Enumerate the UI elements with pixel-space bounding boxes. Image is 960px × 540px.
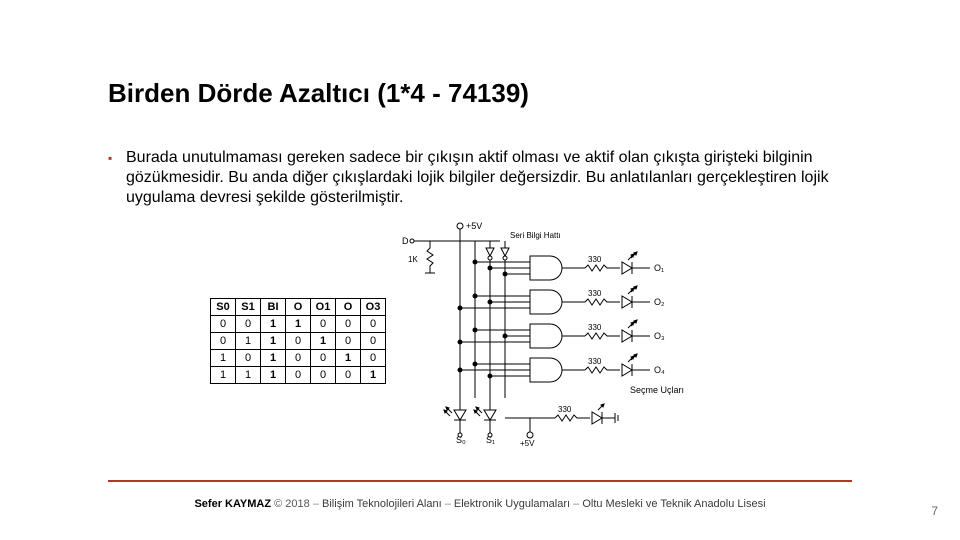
td: 0 bbox=[361, 333, 386, 350]
footer-sep: – bbox=[445, 498, 451, 510]
and-gate-icon: 330 O₄ bbox=[458, 354, 665, 382]
td: 0 bbox=[336, 333, 361, 350]
th: O bbox=[336, 299, 361, 316]
and-gate-icon: 330 O₂ bbox=[458, 286, 665, 314]
svg-text:330: 330 bbox=[588, 323, 602, 332]
footer-part: Oltu Mesleki ve Teknik Anadolu Lisesi bbox=[582, 498, 765, 510]
td: 0 bbox=[286, 367, 311, 384]
data-line-label: Seri Bilgi Hattı bbox=[510, 231, 561, 240]
r-in-label: 1K bbox=[408, 255, 418, 264]
page-title: Birden Dörde Azaltıcı (1*4 - 74139) bbox=[108, 78, 529, 109]
svg-text:O₁: O₁ bbox=[654, 263, 664, 273]
inverter-icon bbox=[486, 248, 494, 260]
td: 0 bbox=[311, 316, 336, 333]
td: 1 bbox=[311, 333, 336, 350]
td: 1 bbox=[261, 367, 286, 384]
td: 1 bbox=[261, 350, 286, 367]
footer-year: © 2018 bbox=[274, 498, 310, 510]
td: 0 bbox=[211, 316, 236, 333]
inverter-icon bbox=[501, 248, 509, 260]
and-gate-icon: 330 O₃ bbox=[458, 320, 665, 348]
led-icon bbox=[444, 407, 466, 420]
svg-text:+5V: +5V bbox=[520, 439, 535, 448]
svg-text:330: 330 bbox=[588, 289, 602, 298]
bullet-marker: ▪ bbox=[108, 148, 126, 208]
svg-text:O₂: O₂ bbox=[654, 297, 665, 307]
th: S1 bbox=[236, 299, 261, 316]
vcc-label: +5V bbox=[466, 221, 482, 231]
td: 1 bbox=[261, 333, 286, 350]
td: 1 bbox=[211, 367, 236, 384]
td: 1 bbox=[286, 316, 311, 333]
td: 0 bbox=[361, 316, 386, 333]
footer-part: Elektronik Uygulamaları bbox=[454, 498, 570, 510]
svg-text:330: 330 bbox=[588, 357, 602, 366]
td: 1 bbox=[361, 367, 386, 384]
circuit-diagram: +5V D Seri Bilgi Hattı 1K bbox=[400, 218, 720, 448]
th: O1 bbox=[311, 299, 336, 316]
circuit-svg: +5V D Seri Bilgi Hattı 1K bbox=[400, 218, 720, 448]
select-label: Seçme Uçları bbox=[630, 385, 684, 395]
footer-sep: – bbox=[573, 498, 579, 510]
d-label: D bbox=[402, 236, 409, 246]
th: BI bbox=[261, 299, 286, 316]
th: O3 bbox=[361, 299, 386, 316]
td: 1 bbox=[336, 350, 361, 367]
bullet-text: Burada unutulmaması gereken sadece bir ç… bbox=[126, 148, 848, 208]
circuit-figure: S0 S1 BI O O1 O O3 0 0 1 1 0 0 bbox=[200, 218, 720, 448]
td: 0 bbox=[211, 333, 236, 350]
footer-author: Sefer KAYMAZ bbox=[194, 498, 271, 510]
footer-sep: – bbox=[313, 498, 319, 510]
td: 0 bbox=[286, 333, 311, 350]
td: 0 bbox=[336, 367, 361, 384]
td: 0 bbox=[236, 350, 261, 367]
table-row: 1 0 1 0 0 1 0 bbox=[211, 350, 386, 367]
truth-table: S0 S1 BI O O1 O O3 0 0 1 1 0 0 bbox=[210, 298, 386, 384]
td: 1 bbox=[211, 350, 236, 367]
table-header-row: S0 S1 BI O O1 O O3 bbox=[211, 299, 386, 316]
td: 0 bbox=[236, 316, 261, 333]
td: 0 bbox=[286, 350, 311, 367]
footer-part: Bilişim Teknolojileri Alanı bbox=[322, 498, 442, 510]
td: 0 bbox=[311, 350, 336, 367]
svg-text:330: 330 bbox=[588, 255, 602, 264]
bullet-item: ▪ Burada unutulmaması gereken sadece bir… bbox=[108, 148, 848, 208]
svg-text:330: 330 bbox=[558, 405, 572, 414]
svg-text:O₄: O₄ bbox=[654, 365, 665, 375]
td: 1 bbox=[236, 333, 261, 350]
table-row: 0 0 1 1 0 0 0 bbox=[211, 316, 386, 333]
svg-text:O₃: O₃ bbox=[654, 331, 665, 341]
td: 1 bbox=[236, 367, 261, 384]
slide: Birden Dörde Azaltıcı (1*4 - 74139) ▪ Bu… bbox=[0, 0, 960, 540]
td: 0 bbox=[361, 350, 386, 367]
divider bbox=[108, 480, 852, 482]
page-number: 7 bbox=[931, 504, 938, 518]
footer: Sefer KAYMAZ © 2018 – Bilişim Teknolojil… bbox=[108, 498, 852, 510]
body-text: ▪ Burada unutulmaması gereken sadece bir… bbox=[108, 148, 848, 208]
and-gate-icon: 330 O₁ bbox=[473, 252, 664, 280]
th: O bbox=[286, 299, 311, 316]
td: 1 bbox=[261, 316, 286, 333]
table-row: 0 1 1 0 1 0 0 bbox=[211, 333, 386, 350]
td: 0 bbox=[311, 367, 336, 384]
td: 0 bbox=[336, 316, 361, 333]
th: S0 bbox=[211, 299, 236, 316]
truth-table-area: S0 S1 BI O O1 O O3 0 0 1 1 0 0 bbox=[200, 218, 400, 448]
table-row: 1 1 1 0 0 0 1 bbox=[211, 367, 386, 384]
led-icon bbox=[474, 407, 496, 420]
led-icon bbox=[592, 404, 604, 424]
